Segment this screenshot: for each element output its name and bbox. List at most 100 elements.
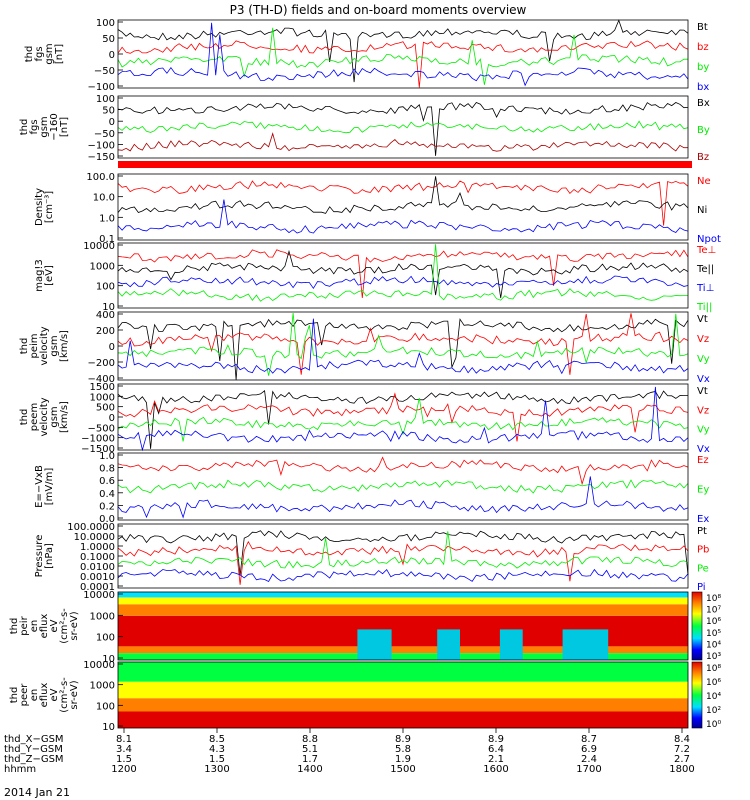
y-axis-label: Pressure[nPa]: [34, 535, 55, 578]
colorbar-tick-label: 10⁰: [706, 720, 721, 730]
traces-vel_ion: [117, 313, 689, 380]
panel-frame: [117, 19, 689, 89]
legend-by: by: [697, 62, 709, 73]
y-tick-label: 1.0000: [80, 542, 115, 553]
x-row-label: hhmm: [4, 764, 36, 775]
y-axis-label-line: peem: [29, 403, 40, 431]
y-axis-label-line: fgs: [29, 119, 40, 134]
legend-Vz: Vz: [697, 405, 709, 416]
legend-Te||: Te||: [696, 264, 714, 275]
colorbar-tick-label: 10⁸: [706, 664, 721, 674]
colorbar-tick-label: 10⁴: [706, 640, 721, 650]
y-tick-label: −150: [88, 152, 115, 163]
legend-Ez: Ez: [697, 455, 709, 466]
trace-Ni: [117, 176, 689, 214]
panel-pressure: 100.000010.00001.00000.10000.01000.00100…: [34, 522, 709, 593]
colorbar-tick-label: 10⁸: [706, 594, 721, 604]
y-axis-label-line: en: [29, 689, 40, 702]
colorbar-scale: [691, 591, 703, 661]
x-tick-label: 8.1: [116, 734, 132, 745]
x-tick-label: 1.7: [302, 754, 318, 765]
x-tick-label: 1.5: [209, 754, 225, 765]
y-tick-label: 200: [96, 326, 115, 337]
y-tick-label: −100: [88, 140, 115, 151]
x-tick-label: 1600: [483, 764, 508, 775]
colorbar-peer: 10⁸ 10⁶ 10⁴ 10² 10⁰: [691, 661, 721, 730]
y-axis-label-line: eflux: [39, 683, 50, 708]
trace-bx: [117, 22, 689, 87]
x-tick-label: 1200: [111, 764, 136, 775]
y-tick-label: 100.0000: [67, 522, 115, 533]
x-tick-label: 7.2: [674, 744, 690, 755]
y-axis-label: thdpeirenefluxeV(cm²-s-sr-eV): [9, 608, 80, 644]
legend-Vt: Vt: [697, 314, 708, 325]
legend-Ne: Ne: [697, 176, 711, 187]
x-tick-label: 1700: [576, 764, 601, 775]
panel-frame: [117, 242, 689, 309]
y-tick-label: 1.0: [99, 213, 115, 224]
trace-Pe: [117, 531, 689, 569]
y-tick-label: 0: [109, 50, 115, 61]
traces-density: [117, 176, 689, 234]
y-axis-label-line: peer: [19, 683, 30, 707]
plot-title: P3 (TH-D) fields and on-board moments ov…: [230, 3, 527, 17]
trace-Ex: [117, 476, 689, 519]
y-axis-label-line: [mV/m]: [44, 468, 55, 506]
y-axis-label-line: thd: [24, 46, 35, 63]
trace-Bx: [117, 102, 689, 156]
y-axis-label-line: mag!3: [34, 259, 45, 292]
y-axis-label-line: gsm: [39, 116, 50, 137]
y-tick-label: 1000: [90, 261, 115, 272]
mode-bar: [118, 161, 692, 168]
x-tick-label: 1500: [390, 764, 415, 775]
legend-Ti||: Ti||: [696, 302, 712, 313]
y-axis-label-line: [nT]: [59, 117, 70, 137]
y-tick-label: 0.2: [99, 501, 115, 512]
y-axis-label-line: gsm: [49, 335, 60, 356]
y-tick-label: 100: [96, 633, 115, 644]
y-tick-label: 100: [96, 282, 115, 293]
colorbar-tick-label: 10⁷: [706, 606, 721, 616]
y-tick-label: 0.6: [99, 476, 115, 487]
y-axis-label-line: eV: [49, 688, 60, 701]
legend-Bz: Bz: [697, 152, 709, 163]
x-tick-label: 3.4: [116, 744, 132, 755]
colorbar-tick-label: 10³: [706, 652, 721, 662]
trace-Vt: [117, 318, 689, 380]
y-tick-label: −200: [88, 358, 115, 369]
y-tick-label: −400: [88, 374, 115, 385]
x-tick-label: 8.4: [674, 734, 690, 745]
y-axis-label-line: thd: [9, 687, 20, 704]
y-tick-label: 50: [102, 34, 115, 45]
trace-Te⊥: [117, 249, 689, 298]
y-tick-label: 400: [96, 310, 115, 321]
y-tick-label: 0.1000: [80, 552, 115, 563]
y-tick-label: 10: [102, 654, 115, 665]
y-axis-label: thdfgsgsm[nT]: [24, 43, 65, 64]
legend-Pi: Pi: [697, 582, 706, 593]
colorbar-tick-label: 10⁴: [706, 692, 721, 702]
y-tick-label: 0.8: [99, 464, 115, 475]
y-axis-label-line: peim: [29, 333, 40, 358]
x-tick-label: 1400: [297, 764, 322, 775]
trace-Vx: [117, 318, 689, 375]
panel-stack: 100500−50−100thdfgsgsm[nT]Btbzbybx100500…: [9, 18, 721, 733]
traces-pressure: [117, 530, 689, 585]
spectrogram-band: [118, 698, 688, 712]
y-axis-label: Density[cm⁻³]: [34, 188, 55, 226]
y-tick-label: 0: [109, 413, 115, 424]
trace-Vy: [117, 398, 689, 442]
x-tick-label: 1300: [204, 764, 229, 775]
panel-density: 100.0 10.0 1.0 0.1 Density[cm⁻³] Ne Ni Npot: [34, 172, 721, 245]
x-tick-label: 2.1: [488, 754, 504, 765]
y-tick-label: 10000: [83, 241, 115, 252]
spectrogram-band: [118, 653, 688, 660]
panel-frame: [117, 452, 689, 521]
x-tick-label: 5.8: [395, 744, 411, 755]
y-tick-label: −100: [88, 82, 115, 93]
y-tick-label: 50: [102, 106, 115, 117]
legend-bz: bz: [697, 42, 709, 53]
